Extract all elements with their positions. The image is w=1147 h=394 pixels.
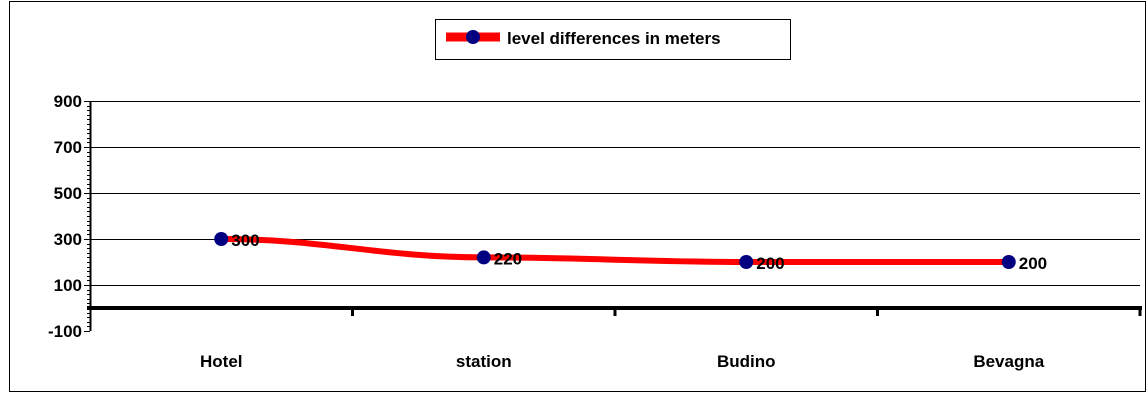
data-label: 200 xyxy=(756,254,784,273)
x-tick-label: Budino xyxy=(717,352,776,371)
y-tick-label: 300 xyxy=(54,230,82,249)
y-tick-label: 500 xyxy=(54,184,82,203)
data-label: 220 xyxy=(494,249,522,268)
x-tick-label: Bevagna xyxy=(973,352,1044,371)
y-tick-label: 700 xyxy=(54,138,82,157)
data-label: 200 xyxy=(1019,254,1047,273)
data-point xyxy=(1001,255,1016,269)
series-level-differences: 300 220 200 200 xyxy=(214,231,1047,273)
legend-label: level differences in meters xyxy=(507,29,721,48)
data-point xyxy=(476,250,491,265)
x-tick-labels: Hotel station Budino Bevagna xyxy=(200,352,1045,371)
y-tick-labels: 900 700 500 300 100 -100 xyxy=(48,92,82,341)
y-tick-label: 100 xyxy=(54,276,82,295)
x-tick-label: station xyxy=(456,352,512,371)
y-tick-label: -100 xyxy=(48,322,82,341)
data-point xyxy=(214,232,229,246)
legend-marker-swatch xyxy=(466,30,480,44)
y-tick-label: 900 xyxy=(54,92,82,111)
axes xyxy=(84,101,1142,332)
chart-area-border xyxy=(9,1,1146,392)
data-label: 300 xyxy=(231,231,259,250)
legend: level differences in meters xyxy=(435,19,791,60)
data-point xyxy=(739,255,754,269)
x-tick-label: Hotel xyxy=(200,352,243,371)
series-line xyxy=(218,236,1012,265)
